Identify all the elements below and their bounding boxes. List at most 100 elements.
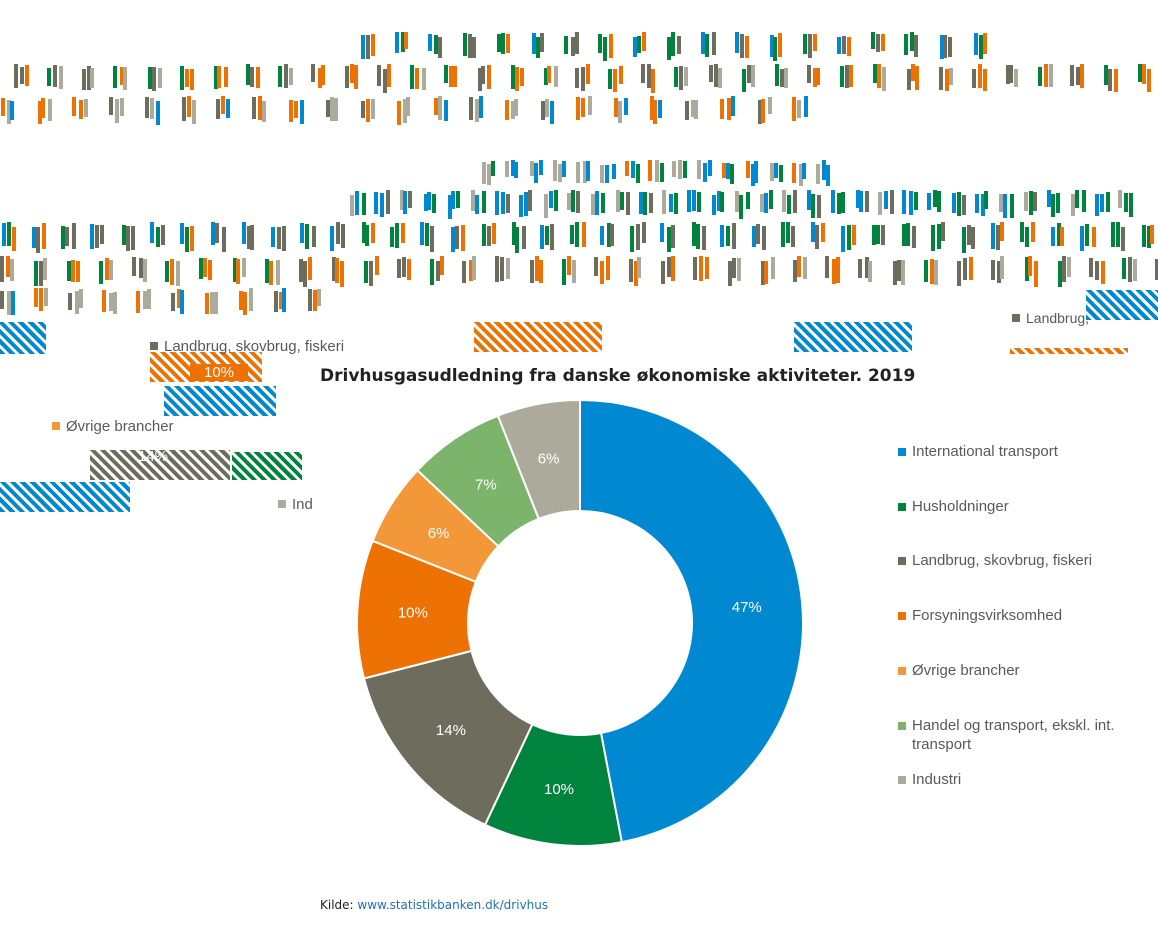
artifact-stripe bbox=[180, 223, 184, 244]
artifact-stripe bbox=[717, 191, 721, 211]
artifact-stripe bbox=[735, 191, 739, 212]
artifact-stripe bbox=[420, 222, 424, 245]
artifact-stripe bbox=[1071, 194, 1075, 216]
artifact-stripe bbox=[495, 191, 499, 215]
artifact-stripe bbox=[265, 259, 269, 283]
legend-swatch bbox=[898, 722, 906, 730]
legend-label: Industri bbox=[912, 771, 962, 788]
artifact-stripe bbox=[1056, 193, 1060, 213]
artifact-stripe bbox=[143, 291, 147, 309]
artifact-stripe bbox=[48, 99, 52, 121]
artifact-stripe bbox=[720, 99, 724, 119]
artifact-stripe bbox=[318, 68, 322, 88]
source-link[interactable]: www.statistikbanken.dk/drivhus bbox=[357, 898, 549, 912]
artifact-stripe bbox=[962, 227, 966, 253]
artifact-stripe bbox=[865, 191, 869, 212]
artifact-stripe bbox=[79, 100, 83, 119]
legend-swatch bbox=[898, 448, 906, 456]
artifact-stripe bbox=[933, 190, 937, 207]
artifact-stripe bbox=[10, 101, 14, 120]
artifact-stripe bbox=[567, 193, 571, 210]
artifact-stripe bbox=[979, 35, 983, 59]
artifact-stripe bbox=[336, 222, 340, 244]
artifact-stripe bbox=[740, 34, 744, 58]
artifact-stripe bbox=[487, 65, 491, 89]
artifact-stripe bbox=[530, 260, 534, 283]
artifact-stripe bbox=[247, 226, 251, 249]
legend-item-0: International transport bbox=[898, 442, 1132, 461]
artifact-stripe bbox=[868, 261, 872, 282]
artifact-stripe bbox=[709, 65, 713, 82]
artifact-stripe bbox=[633, 37, 637, 57]
artifact-stripe bbox=[705, 34, 709, 57]
artifact-stripe bbox=[39, 261, 43, 286]
artifact-stripe bbox=[274, 291, 278, 312]
artifact-stripe bbox=[837, 193, 841, 214]
artifact-stripe bbox=[576, 191, 580, 213]
artifact-stripe bbox=[588, 96, 592, 115]
artifact-stripe bbox=[797, 100, 801, 118]
artifact-stripe bbox=[722, 163, 726, 178]
artifact-stripe bbox=[797, 256, 801, 277]
artifact-stripe bbox=[780, 69, 784, 87]
artifact-stripe bbox=[825, 256, 829, 278]
artifact-stripe bbox=[881, 34, 885, 51]
artifact-stripe bbox=[751, 164, 755, 186]
artifact-stripe bbox=[38, 101, 42, 124]
artifact-stripe bbox=[618, 101, 622, 123]
artifact-stripe bbox=[428, 34, 432, 51]
artifact-stripe bbox=[881, 225, 885, 245]
artifact-stripe bbox=[1057, 223, 1061, 246]
artifact-stripe bbox=[655, 160, 659, 182]
artifact-stripe bbox=[334, 98, 338, 121]
artifact-stripe bbox=[1000, 222, 1004, 241]
artifact-stripe bbox=[422, 68, 426, 90]
artifact-stripe bbox=[865, 257, 869, 278]
artifact-stripe bbox=[803, 34, 807, 54]
artifact-stripe bbox=[1155, 259, 1158, 280]
artifact-stripe bbox=[781, 222, 785, 247]
artifact-stripe bbox=[554, 190, 558, 211]
artifact-stripe bbox=[971, 227, 975, 249]
artifact-stripe bbox=[901, 260, 905, 285]
artifact-stripe bbox=[1038, 67, 1042, 86]
artifact-stripe bbox=[210, 292, 214, 314]
artifact-stripe bbox=[1034, 261, 1038, 287]
artifact-stripe bbox=[407, 259, 411, 280]
artifact-stripe bbox=[76, 261, 80, 282]
source-prefix: Kilde: bbox=[320, 898, 354, 912]
artifact-stripe bbox=[250, 225, 254, 250]
artifact-stripe bbox=[390, 227, 394, 247]
artifact-stripe bbox=[278, 66, 282, 87]
artifact-stripe bbox=[792, 97, 796, 121]
artifact-stripe bbox=[340, 261, 344, 287]
artifact-stripe bbox=[612, 164, 616, 179]
artifact-stripe bbox=[462, 261, 466, 283]
artifact-stripe bbox=[72, 97, 76, 116]
artifact-stripe bbox=[962, 195, 966, 215]
artifact-block bbox=[164, 386, 276, 416]
artifact-stripe bbox=[591, 194, 595, 215]
artifact-stripe bbox=[148, 67, 152, 89]
artifact-stripe bbox=[150, 222, 154, 243]
artifact-stripe bbox=[553, 160, 557, 181]
artifact-stripe bbox=[1129, 193, 1133, 217]
artifact-stripe bbox=[808, 34, 812, 58]
artifact-stripe bbox=[192, 100, 196, 124]
artifact-stripe bbox=[974, 33, 978, 55]
artifact-stripe bbox=[415, 68, 419, 89]
artifact-stripe bbox=[745, 36, 749, 58]
artifact-stripe bbox=[299, 259, 303, 282]
artifact-stripe bbox=[177, 289, 181, 308]
artifact-stripe bbox=[444, 100, 448, 121]
artifact-block bbox=[1086, 290, 1158, 320]
artifact-stripe bbox=[807, 190, 811, 210]
artifact-stripe bbox=[317, 289, 321, 306]
artifact-stripe bbox=[71, 260, 75, 282]
artifact-stripe bbox=[321, 65, 325, 85]
artifact-stripe bbox=[619, 66, 623, 84]
artifact-stripe bbox=[1118, 190, 1122, 208]
artifact-stripe bbox=[648, 160, 652, 181]
artifact-stripe bbox=[581, 67, 585, 91]
artifact-stripe bbox=[277, 227, 281, 249]
